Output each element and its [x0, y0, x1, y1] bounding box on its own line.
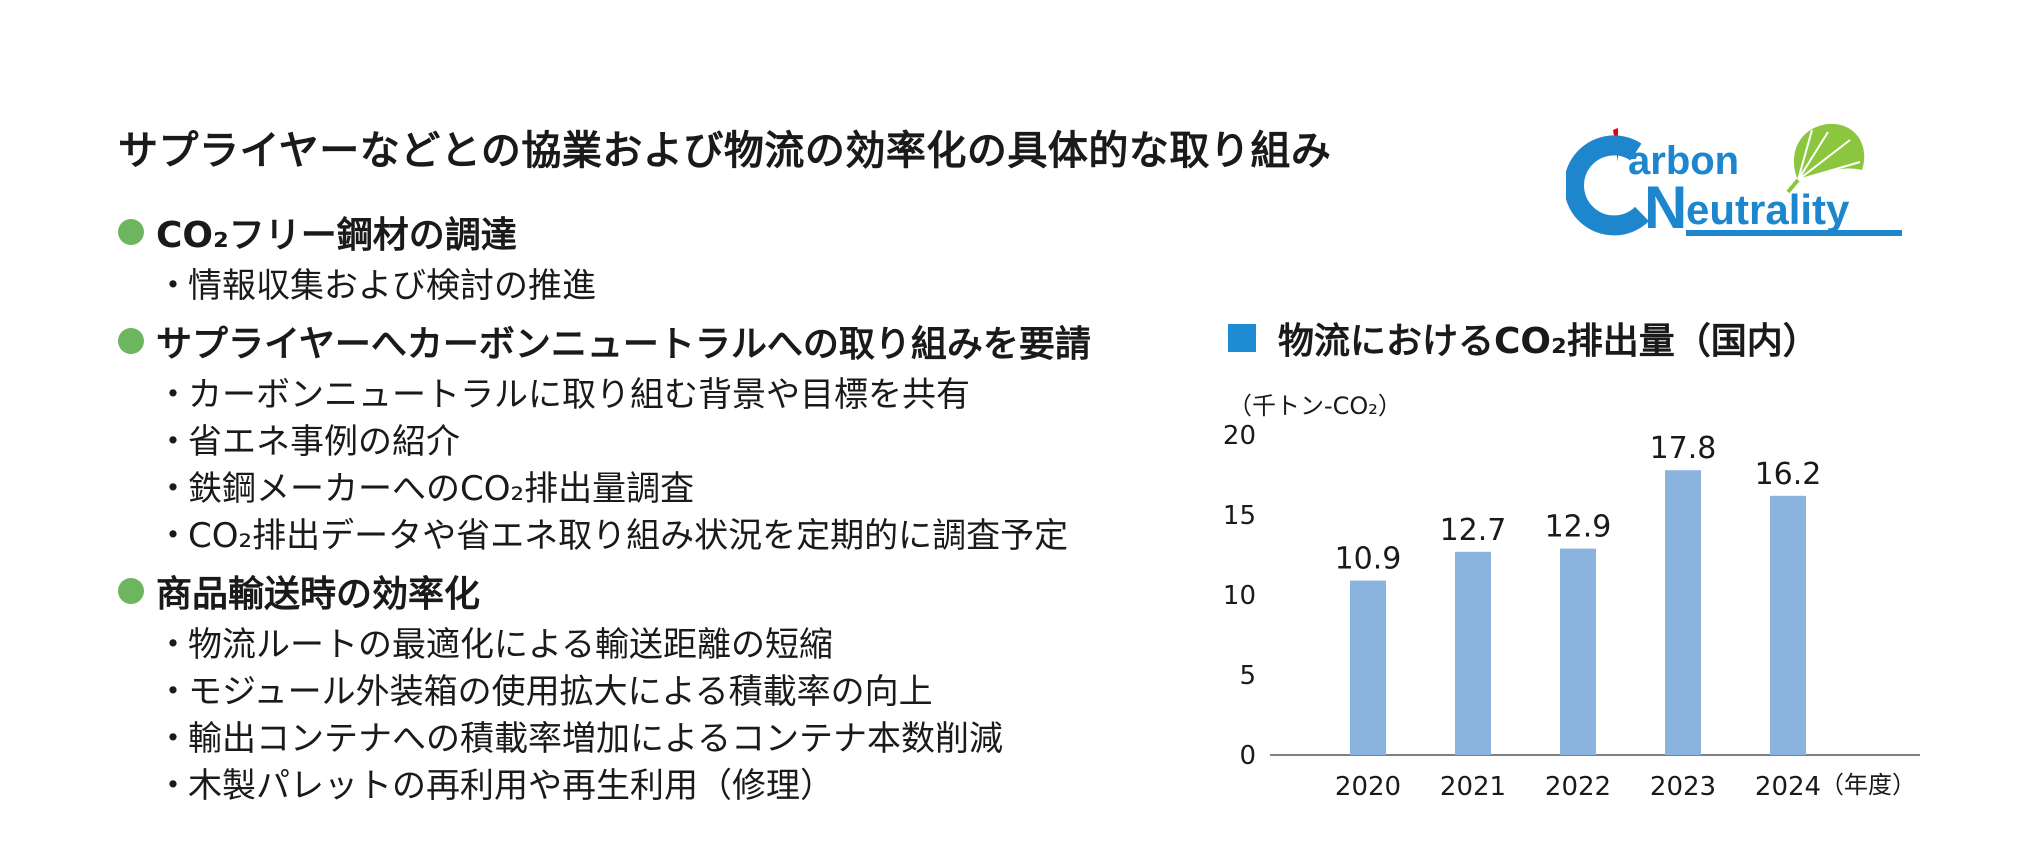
data-label: 12.7 — [1440, 513, 1507, 548]
section-title: サプライヤーへカーボンニュートラルへの取り組みを要請 — [156, 324, 1091, 365]
bar — [1350, 580, 1386, 755]
data-label: 10.9 — [1335, 542, 1402, 577]
item-text: 情報収集および検討の推進 — [188, 266, 596, 306]
logo-line1: arbon — [1628, 139, 1739, 183]
y-tick-label: 10 — [1223, 581, 1256, 611]
list-item: ・ モジュール外装箱の使用拡大による積載率の向上 — [118, 665, 1198, 712]
y-tick-label: 0 — [1239, 741, 1256, 771]
bullet-icon: ・ — [156, 672, 190, 712]
data-label: 12.9 — [1545, 510, 1612, 545]
item-text: 鉄鋼メーカーへのCO₂排出量調査 — [188, 469, 695, 509]
logo-c-arc — [1566, 135, 1649, 236]
item-text: モジュール外装箱の使用拡大による積載率の向上 — [188, 672, 933, 712]
bullet-icon: ・ — [156, 469, 190, 509]
y-axis-unit: （千トン-CO₂） — [1228, 392, 1402, 420]
chart-heading: 物流におけるCO₂排出量（国内） — [1228, 312, 1819, 364]
data-label: 17.8 — [1650, 431, 1717, 466]
list-item: ・ CO₂排出データや省エネ取り組み状況を定期的に調査予定 — [118, 509, 1198, 556]
y-tick-label: 5 — [1239, 661, 1256, 691]
list-item: ・ 鉄鋼メーカーへのCO₂排出量調査 — [118, 462, 1198, 509]
section-title: CO₂フリー鋼材の調達 — [156, 215, 517, 256]
bullet-icon: ・ — [156, 719, 190, 759]
list-item: ・ 輸出コンテナへの積載率増加によるコンテナ本数削減 — [118, 712, 1198, 759]
x-tick-label: 2021 — [1440, 772, 1506, 802]
item-text: CO₂排出データや省エネ取り組み状況を定期的に調査予定 — [188, 516, 1069, 556]
co2-bar-chart: 0 5 10 15 20 10.9 2020 12.7 2021 12.9 2022 17.8 2023… — [1220, 415, 1940, 819]
data-label: 16.2 — [1755, 457, 1822, 492]
list-item: ・ 情報収集および検討の推進 — [118, 259, 1198, 306]
bar — [1560, 548, 1596, 755]
list-item: ・ 省エネ事例の紹介 — [118, 415, 1198, 462]
bar — [1455, 551, 1491, 755]
logo-initial-n: N — [1644, 174, 1687, 241]
x-axis-unit: （年度） — [1820, 771, 1916, 799]
bullet-icon: ・ — [156, 375, 190, 415]
item-text: 省エネ事例の紹介 — [188, 422, 460, 462]
list-item: ・ カーボンニュートラルに取り組む背景や目標を共有 — [118, 368, 1198, 415]
initiatives-list: CO₂フリー鋼材の調達 ・ 情報収集および検討の推進 サプライヤーへカーボンニュ… — [118, 205, 1198, 814]
bullet-icon: ・ — [156, 625, 190, 665]
x-tick-label: 2022 — [1545, 772, 1611, 802]
bullet-icon: ・ — [156, 766, 190, 806]
item-text: カーボンニュートラルに取り組む背景や目標を共有 — [188, 375, 970, 415]
list-item: ・ 物流ルートの最適化による輸送距離の短縮 — [118, 618, 1198, 665]
chart-svg: 0 5 10 15 20 10.9 2020 12.7 2021 12.9 2022 17.8 2023… — [1223, 421, 1920, 802]
section-title: 商品輸送時の効率化 — [156, 574, 481, 615]
ginkgo-leaf-icon — [1786, 123, 1865, 194]
x-tick-label: 2023 — [1650, 772, 1716, 802]
logo-line2: eutrality — [1686, 186, 1850, 233]
bar — [1770, 495, 1806, 755]
y-tick-label: 15 — [1223, 501, 1256, 531]
section-steel: CO₂フリー鋼材の調達 ・ 情報収集および検討の推進 — [118, 205, 1198, 306]
x-tick-label: 2024 — [1755, 772, 1821, 802]
x-tick-label: 2020 — [1335, 772, 1401, 802]
green-dot-icon — [118, 219, 144, 245]
carbon-neutrality-logo: arbon N eutrality — [1566, 118, 1926, 248]
green-dot-icon — [118, 578, 144, 604]
page-title: サプライヤーなどとの協業および物流の効率化の具体的な取り組み — [118, 128, 1332, 174]
chart-title: 物流におけるCO₂排出量（国内） — [1278, 321, 1819, 362]
section-suppliers: サプライヤーへカーボンニュートラルへの取り組みを要請 ・ カーボンニュートラルに… — [118, 314, 1198, 556]
bullet-icon: ・ — [156, 516, 190, 556]
item-text: 物流ルートの最適化による輸送距離の短縮 — [188, 625, 833, 665]
blue-square-icon — [1228, 324, 1256, 352]
bullet-icon: ・ — [156, 422, 190, 462]
logo-underline — [1686, 230, 1902, 236]
item-text: 木製パレットの再利用や再生利用（修理） — [188, 766, 834, 806]
section-transport: 商品輸送時の効率化 ・ 物流ルートの最適化による輸送距離の短縮 ・ モジュール外… — [118, 564, 1198, 806]
bar — [1665, 470, 1701, 755]
green-dot-icon — [118, 328, 144, 354]
y-tick-label: 20 — [1223, 421, 1256, 451]
item-text: 輸出コンテナへの積載率増加によるコンテナ本数削減 — [188, 719, 1003, 759]
bullet-icon: ・ — [156, 266, 190, 306]
list-item: ・ 木製パレットの再利用や再生利用（修理） — [118, 759, 1198, 806]
